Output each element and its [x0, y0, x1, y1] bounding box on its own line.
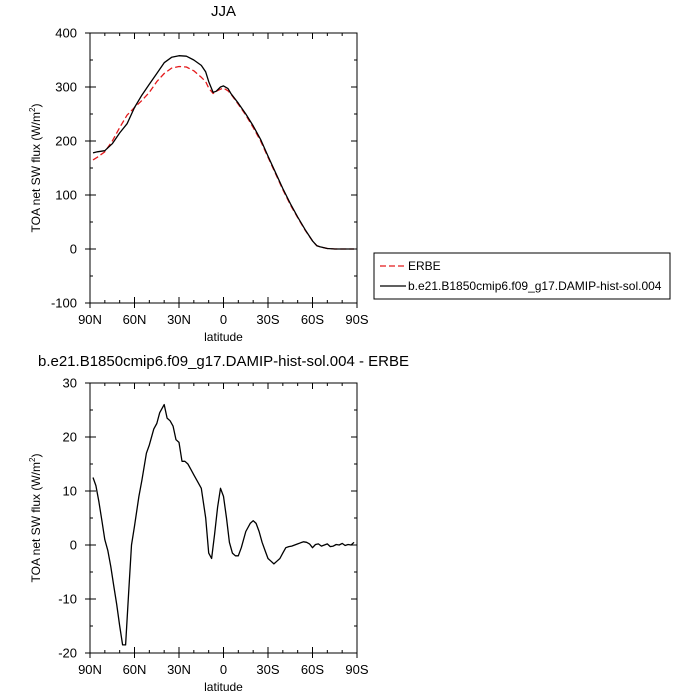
chart1-series-line-1: [92, 65, 354, 250]
chart1-xtick-label: 60N: [123, 312, 147, 327]
chart1-series-line-2: [92, 55, 354, 250]
chart2-xtick-label: 90S: [345, 662, 368, 677]
chart2-plot-frame: [89, 382, 358, 654]
chart1-xtick-label: 0: [220, 312, 227, 327]
chart1-xtick-label: 90N: [78, 312, 102, 327]
chart2-xtick-label: 30S: [256, 662, 279, 677]
chart1-title: JJA: [211, 3, 236, 20]
chart1-xtick-label: 30S: [256, 312, 279, 327]
legend-box: [373, 252, 671, 300]
legend-label-2: b.e21.B1850cmip6.f09_g17.DAMIP-hist-sol.…: [408, 279, 662, 293]
chart2-xtick-label: 60S: [301, 662, 324, 677]
chart2-ytick-label: -10: [58, 592, 77, 607]
chart1-plot-frame: [89, 32, 358, 304]
chart2-ylabel: TOA net SW flux (W/m2): [28, 454, 43, 583]
chart2-xtick-label: 30N: [167, 662, 191, 677]
chart1-ytick-label: 100: [55, 188, 77, 203]
chart1-xlabel: latitude: [204, 330, 243, 344]
chart1-ytick-label: 200: [55, 134, 77, 149]
chart2-xlabel: latitude: [204, 680, 243, 694]
chart1-xtick-label: 90S: [345, 312, 368, 327]
chart2-ytick-label: 0: [70, 538, 77, 553]
chart2-title: b.e21.B1850cmip6.f09_g17.DAMIP-hist-sol.…: [38, 353, 409, 370]
chart2-ytick-label: 30: [63, 376, 77, 391]
chart2-ytick-label: -20: [58, 646, 77, 661]
chart2-ytick-label: 20: [63, 430, 77, 445]
chart1-ytick-label: 0: [70, 242, 77, 257]
chart2-series-line-1: [92, 403, 355, 646]
chart1-xtick-label: 60S: [301, 312, 324, 327]
chart2-xtick-label: 90N: [78, 662, 102, 677]
chart1-ytick-label: 400: [55, 26, 77, 41]
chart1-ytick-label: 300: [55, 80, 77, 95]
chart2-ytick-label: 10: [63, 484, 77, 499]
chart1-ylabel: TOA net SW flux (W/m2): [28, 104, 43, 233]
chart1-xtick-label: 30N: [167, 312, 191, 327]
chart2-xtick-label: 60N: [123, 662, 147, 677]
chart1-ytick-label: -100: [51, 296, 77, 311]
chart2-xtick-label: 0: [220, 662, 227, 677]
legend-label-1: ERBE: [408, 259, 441, 273]
